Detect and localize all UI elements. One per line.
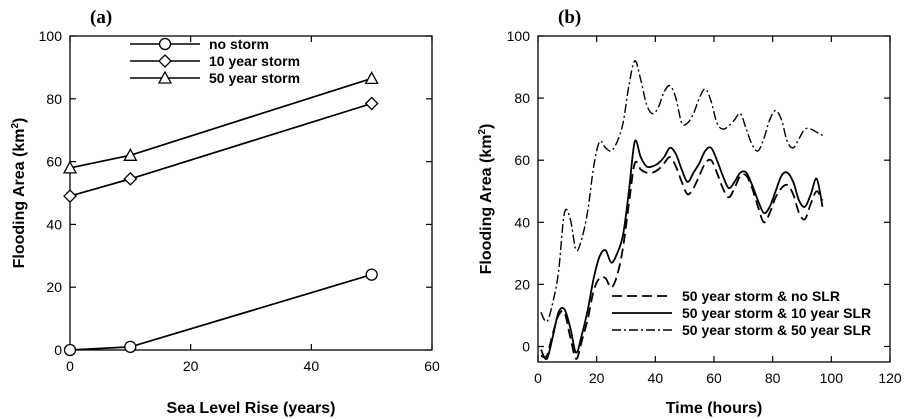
panel-b: (b) 0 20 40 60 80 100 120 0 20 40 60 80 100 Time (ho… [477,7,902,417]
panel-b-label: (b) [558,7,581,28]
panel-a-x-tick-label-3: 60 [424,358,440,374]
panel-a-point-50-year-storm-2 [364,71,379,85]
panel-a-ticks: 0 20 40 60 0 20 40 60 80 100 [39,28,440,374]
panel-b-x-tick-label-1: 20 [589,370,605,386]
legend-b-no-slr-label: 50 year storm & no SLR [682,288,840,304]
panel-b-y-axis-title-main: Flooding Area (km [478,135,495,275]
panel-a-y-axis-title-main: Flooding Area (km [11,129,28,269]
panel-a-x-tick-label-0: 0 [66,358,74,374]
panel-a-series-10-year-storm [69,102,372,197]
legend-a-10yr-label: 10 year storm [209,53,300,69]
panel-b-x-tick-label-5: 100 [820,370,844,386]
legend-a-10yr-marker [158,54,172,68]
panel-a-x-tick-label-1: 20 [183,358,199,374]
panel-b-y-tick-label-2: 40 [514,214,530,230]
panel-b-x-tick-label-3: 60 [706,370,722,386]
panel-a-x-tick-label-2: 40 [304,358,320,374]
panel-b-y-axis-title: Flooding Area (km2) [477,124,495,275]
panel-a: (a) 0 20 40 60 0 20 40 60 80 100 Sea Level Rise (… [10,7,440,417]
panel-a-point-no-storm-0 [63,343,77,357]
panel-b-x-tick-label-2: 40 [648,370,664,386]
panel-a-point-no-storm-1 [124,340,137,354]
panel-a-y-axis-title-sup: 2 [10,123,21,129]
panel-a-y-tick-label-0: 0 [54,342,62,358]
legend-a-no-storm-label: no storm [209,36,269,52]
panel-b-y-tick-label-1: 20 [514,276,530,292]
panel-a-point-10-year-storm-1 [123,171,138,186]
panel-b-x-tick-label-4: 80 [765,370,781,386]
panel-a-y-tick-label-5: 100 [39,28,63,44]
panel-a-point-50-year-storm-1 [123,147,138,161]
legend-b-50yr-slr-label: 50 year storm & 50 year SLR [682,322,871,338]
panel-b-series-50-year-storm-10-year-slr [540,139,824,361]
panel-b-ticks: 0 20 40 60 80 100 120 0 20 40 60 80 100 [507,28,902,386]
panel-b-y-tick-label-5: 100 [507,28,531,44]
panel-a-x-axis-title: Sea Level Rise (years) [167,400,336,417]
panel-a-legend: no storm 10 year storm 50 year storm [130,36,300,86]
panel-a-point-10-year-storm-0 [63,189,77,204]
legend-a-50yr-label: 50 year storm [209,70,300,86]
panel-b-y-tick-label-0: 0 [522,338,530,354]
panel-a-markers [62,71,379,357]
panel-b-legend: 50 year storm & no SLR 50 year storm & 1… [612,288,871,338]
panel-a-y-axis-title-close: ) [11,118,28,123]
panel-a-y-tick-label-2: 40 [46,216,62,232]
panel-b-series-50-year-storm-no-slr [540,156,824,360]
panel-a-point-50-year-storm-0 [62,160,78,174]
panel-b-y-tick-label-3: 60 [514,152,530,168]
panel-a-lines [69,77,372,351]
legend-b-10yr-slr-label: 50 year storm & 10 year SLR [682,305,871,321]
panel-a-series-50-year-storm [69,77,372,169]
panel-b-x-axis-title: Time (hours) [666,400,763,417]
panel-a-y-axis-title: Flooding Area (km2) [10,118,28,269]
panel-b-x-tick-label-0: 0 [534,370,542,386]
panel-a-point-no-storm-2 [365,268,378,281]
panel-a-y-tick-label-3: 60 [46,154,62,170]
panel-a-y-tick-label-1: 20 [46,279,62,295]
panel-a-series-no-storm [69,273,372,351]
legend-a-50yr-marker [157,70,173,84]
panel-b-series-50-year-storm-50-year-slr [540,60,823,323]
panel-b-y-axis-title-close: ) [478,124,495,129]
panel-b-y-tick-label-4: 80 [514,90,530,106]
panel-a-point-10-year-storm-2 [364,96,379,111]
panel-a-y-tick-label-4: 80 [46,91,62,107]
legend-a-no-storm-marker [158,37,172,51]
panel-b-y-axis-title-sup: 2 [477,129,488,135]
panel-a-label: (a) [90,7,112,28]
panel-b-lines [540,60,824,361]
panel-b-x-tick-label-6: 120 [878,370,902,386]
